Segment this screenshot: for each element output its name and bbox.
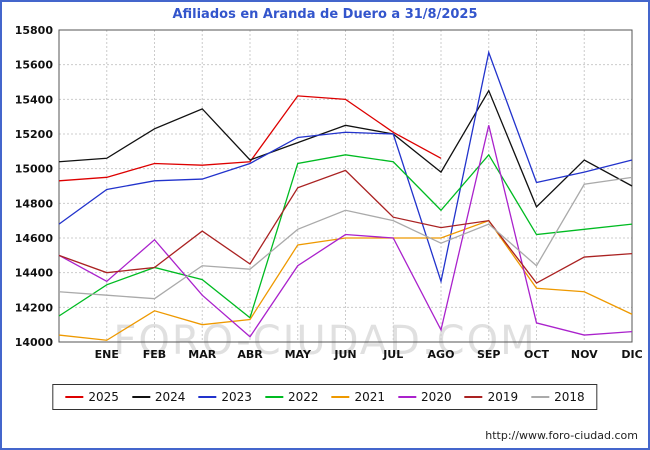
legend-swatch-2023 (198, 396, 217, 398)
x-tick-label: NOV (571, 348, 598, 361)
y-tick-label: 15200 (15, 128, 54, 141)
x-tick-label: MAY (285, 348, 312, 361)
x-tick-label: SEP (477, 348, 501, 361)
y-tick-label: 14400 (15, 267, 54, 280)
y-tick-label: 14200 (15, 301, 54, 314)
line-chart: 14000 14200 14400 14600 14800 15000 15200 15400… (15, 24, 643, 361)
series-2025-line (58, 95, 442, 182)
series-2020-line (58, 125, 633, 338)
x-tick-label: JUN (333, 348, 356, 361)
series-2018-line (58, 176, 633, 300)
legend-label-2020: 2020 (421, 390, 452, 404)
legend-item-2019: 2019 (464, 390, 519, 404)
y-tick-label: 15800 (15, 24, 54, 37)
series-2021-line (58, 219, 633, 341)
series-2019-line (58, 169, 633, 284)
chart-title: Afiliados en Aranda de Duero a 31/8/2025 (172, 7, 478, 22)
legend-swatch-2020 (398, 396, 417, 398)
legend-swatch-2024 (131, 396, 150, 398)
y-tick-label: 14600 (15, 232, 54, 245)
x-tick-label: ABR (237, 348, 263, 361)
x-tick-label: MAR (188, 348, 216, 361)
y-tick-label: 15600 (15, 59, 54, 72)
x-tick-label: DIC (621, 348, 642, 361)
legend-swatch-2018 (531, 396, 550, 398)
series-2023-line (58, 50, 633, 284)
legend-item-2018: 2018 (531, 390, 585, 404)
foro-ciudad-url[interactable]: http://www.foro-ciudad.com (485, 429, 638, 442)
y-tick-label: 14000 (15, 336, 54, 349)
legend-item-2021: 2021 (331, 390, 386, 404)
legend-item-2024: 2024 (131, 390, 186, 404)
legend-item-2020: 2020 (398, 390, 452, 404)
legend-label-2022: 2022 (287, 390, 319, 404)
legend-item-2022: 2022 (264, 390, 319, 404)
legend-label-2018: 2018 (554, 390, 585, 404)
legend-item-2025: 2025 (65, 390, 119, 404)
y-tick-label: 14800 (15, 197, 54, 210)
series-2024-line (58, 89, 633, 208)
x-tick-label: FEB (143, 348, 166, 361)
legend-label-2024: 2024 (154, 390, 186, 404)
legend-label-2025: 2025 (88, 390, 119, 404)
y-tick-label: 15000 (15, 163, 54, 176)
legend-label-2019: 2019 (487, 390, 519, 404)
legend-swatch-2021 (331, 396, 350, 398)
legend-item-2023: 2023 (198, 390, 252, 404)
x-tick-label: ENE (95, 348, 119, 361)
legend-swatch-2022 (264, 396, 283, 398)
y-tick-label: 15400 (15, 93, 54, 106)
legend-swatch-2025 (65, 396, 84, 398)
chart-legend: 2025 2024 2023 2022 2021 2020 2019 2018 (52, 384, 598, 410)
x-tick-label: JUL (382, 348, 403, 361)
legend-swatch-2019 (464, 396, 483, 398)
legend-label-2023: 2023 (221, 390, 252, 404)
x-tick-label: AGO (428, 348, 455, 361)
x-tick-label: OCT (524, 348, 549, 361)
legend-label-2021: 2021 (354, 390, 386, 404)
